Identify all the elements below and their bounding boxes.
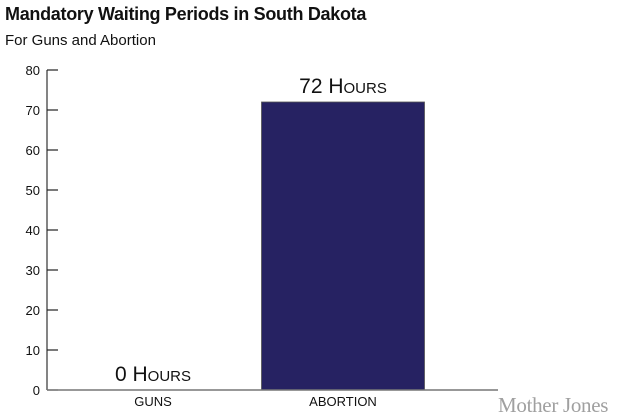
chart-title: Mandatory Waiting Periods in South Dakot… bbox=[5, 4, 367, 24]
y-tick-label: 40 bbox=[26, 223, 40, 238]
y-tick-label: 80 bbox=[26, 63, 40, 78]
bar bbox=[261, 101, 425, 391]
x-tick-label: GUNS bbox=[134, 394, 172, 409]
y-tick-label: 10 bbox=[26, 343, 40, 358]
data-label-guns: 0 Hours bbox=[114, 363, 192, 386]
x-tick-label: ABORTION bbox=[309, 394, 377, 409]
y-tick-label: 60 bbox=[26, 143, 40, 158]
y-tick-label: 20 bbox=[26, 303, 40, 318]
mother-jones-logo: Mother Jones bbox=[498, 393, 609, 417]
y-tick-label: 0 bbox=[33, 383, 40, 398]
data-label-abortion: 72 Hours bbox=[299, 75, 387, 98]
y-tick-label: 50 bbox=[26, 183, 40, 198]
y-tick-label: 70 bbox=[26, 103, 40, 118]
y-tick-label: 30 bbox=[26, 263, 40, 278]
chart-subtitle: For Guns and Abortion bbox=[5, 32, 156, 49]
